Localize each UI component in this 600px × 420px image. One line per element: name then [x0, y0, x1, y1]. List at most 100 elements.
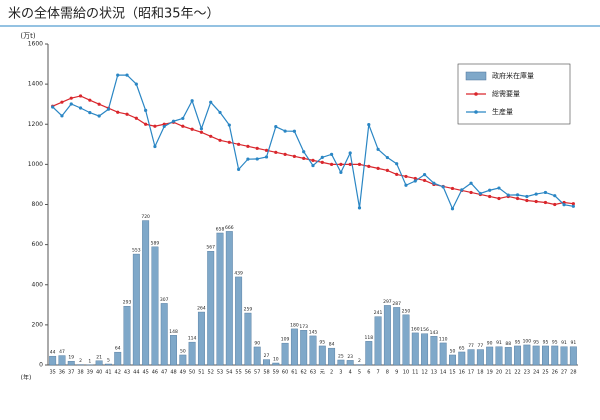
- x-tick-label: 20: [496, 370, 502, 376]
- bar-value-label: 47: [59, 349, 65, 355]
- bar: [152, 247, 159, 365]
- y-unit: (万t): [20, 32, 35, 40]
- line-marker: [330, 153, 333, 156]
- line-marker: [367, 123, 370, 126]
- x-tick-label: 3: [339, 370, 342, 376]
- x-tick-label: 63: [310, 370, 316, 376]
- bar-value-label: 307: [160, 297, 169, 303]
- y-tick-label: 1200: [28, 121, 43, 128]
- bar: [170, 335, 177, 365]
- line-marker: [553, 203, 556, 206]
- bar-value-label: 110: [439, 336, 448, 342]
- bar-value-label: 21: [96, 354, 102, 360]
- bar: [347, 360, 354, 365]
- bar-value-label: 156: [420, 327, 429, 333]
- line-marker: [562, 203, 565, 206]
- line-marker: [451, 207, 454, 210]
- bar: [366, 341, 373, 365]
- bar-value-label: 95: [515, 339, 521, 345]
- line-marker: [497, 186, 500, 189]
- bar-value-label: 567: [206, 245, 215, 251]
- x-unit: (年): [21, 374, 32, 382]
- bar-value-label: 2: [79, 358, 82, 364]
- bar-value-label: 264: [197, 306, 206, 312]
- bar-value-label: 27: [264, 353, 270, 359]
- bar: [161, 303, 168, 365]
- bar-value-label: 10: [273, 356, 279, 362]
- bar-value-label: 287: [392, 301, 401, 307]
- bar-value-label: 666: [225, 225, 234, 231]
- line-marker: [98, 114, 101, 117]
- bar-value-label: 50: [180, 348, 186, 354]
- line-marker: [116, 111, 119, 114]
- x-tick-label: 48: [170, 370, 176, 376]
- bar: [226, 231, 233, 365]
- chart-title: 米の全体需給の状況（昭和35年～）: [8, 6, 220, 22]
- bar: [96, 361, 103, 365]
- x-tick-label: 52: [208, 370, 214, 376]
- bar: [496, 347, 503, 365]
- line-marker: [274, 151, 277, 154]
- bar: [291, 329, 298, 365]
- x-tick-label: 19: [486, 370, 492, 376]
- bar-value-label: 91: [561, 340, 567, 346]
- bar-value-label: 720: [141, 214, 150, 220]
- x-tick-label: 28: [570, 370, 576, 376]
- line-marker: [274, 125, 277, 128]
- bar-value-label: 88: [505, 341, 511, 347]
- bar: [431, 336, 438, 365]
- line-marker: [544, 201, 547, 204]
- bar-value-label: 44: [50, 350, 56, 356]
- bar-value-label: 95: [319, 339, 325, 345]
- bar-value-label: 65: [459, 345, 465, 351]
- line-marker: [70, 102, 73, 105]
- line-marker: [553, 194, 556, 197]
- bar-value-label: 439: [234, 270, 243, 276]
- bar-value-label: 84: [329, 342, 335, 348]
- line-marker: [107, 108, 110, 111]
- bar-value-label: 589: [151, 240, 160, 246]
- x-tick-label: 46: [152, 370, 158, 376]
- line-marker: [256, 147, 259, 150]
- bar: [263, 360, 270, 365]
- bar: [300, 330, 307, 365]
- bar-value-label: 180: [290, 322, 299, 328]
- bar: [375, 317, 382, 365]
- bar: [49, 356, 56, 365]
- bar-value-label: 114: [188, 336, 197, 342]
- line-marker: [358, 206, 361, 209]
- line-marker: [79, 106, 82, 109]
- bar-value-label: 658: [216, 226, 225, 232]
- bar: [412, 333, 419, 365]
- bar: [273, 363, 280, 365]
- bar: [133, 254, 140, 365]
- bar-value-label: 95: [552, 339, 558, 345]
- bar-value-label: 109: [281, 337, 290, 343]
- bar: [533, 346, 540, 365]
- x-tick-label: 18: [477, 370, 483, 376]
- bar: [189, 342, 196, 365]
- bar-value-label: 259: [244, 307, 253, 313]
- bar: [180, 355, 187, 365]
- line-marker: [153, 145, 156, 148]
- line-marker: [237, 168, 240, 171]
- bar: [245, 313, 252, 365]
- bar-value-label: 91: [496, 340, 502, 346]
- bar-value-label: 25: [338, 353, 344, 359]
- line-marker: [228, 141, 231, 144]
- bar-value-label: 50: [450, 348, 456, 354]
- x-tick-label: 25: [542, 370, 548, 376]
- x-tick-label: 41: [105, 370, 111, 376]
- bar: [552, 346, 559, 365]
- bar: [254, 347, 261, 365]
- line-marker: [469, 191, 472, 194]
- line-marker: [525, 199, 528, 202]
- bar: [114, 352, 121, 365]
- legend-marker: [474, 92, 478, 96]
- line-marker: [70, 97, 73, 100]
- x-tick-label: 17: [468, 370, 474, 376]
- line-marker: [432, 182, 435, 185]
- x-tick-label: 4: [349, 370, 352, 376]
- line-marker: [395, 162, 398, 165]
- line-marker: [200, 131, 203, 134]
